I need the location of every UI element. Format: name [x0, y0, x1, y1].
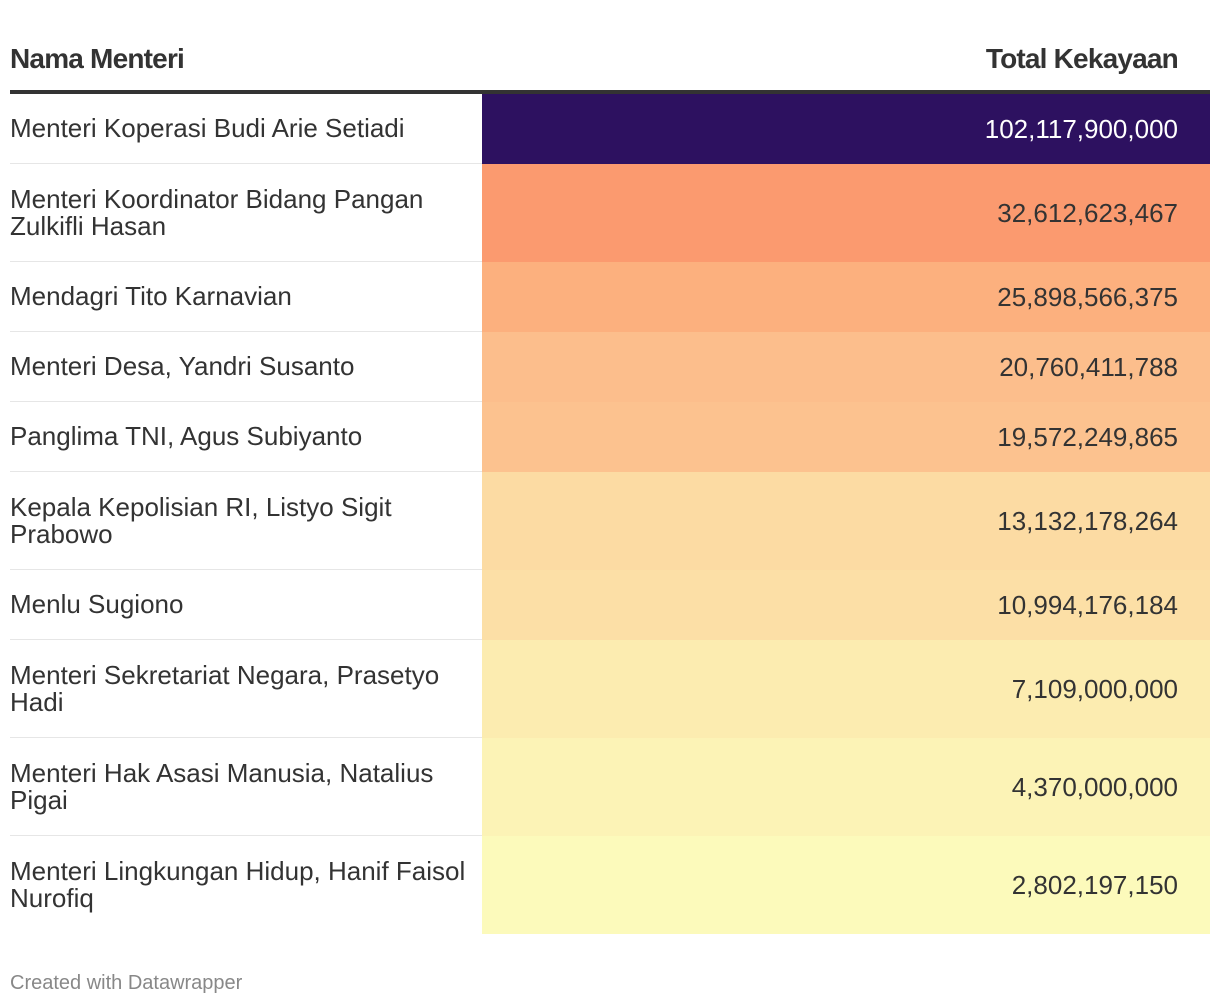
row-name-cell: Menteri Hak Asasi Manusia, Natalius Piga… — [10, 738, 482, 836]
row-name-cell: Menteri Koordinator Bidang Pangan Zulkif… — [10, 164, 482, 262]
row-name-cell: Mendagri Tito Karnavian — [10, 262, 482, 332]
row-value-cell: 10,994,176,184 — [482, 570, 1210, 640]
table-row: Menteri Koperasi Budi Arie Setiadi 102,11… — [10, 94, 1210, 164]
table-row: Menteri Lingkungan Hidup, Hanif Faisol N… — [10, 836, 1210, 934]
row-value-cell: 13,132,178,264 — [482, 472, 1210, 570]
table-row: Menteri Hak Asasi Manusia, Natalius Piga… — [10, 738, 1210, 836]
row-value-cell: 32,612,623,467 — [482, 164, 1210, 262]
row-name-cell: Menlu Sugiono — [10, 570, 482, 640]
row-name-cell: Menteri Koperasi Budi Arie Setiadi — [10, 94, 482, 164]
row-value-cell: 102,117,900,000 — [482, 94, 1210, 164]
datawrapper-credit: Created with Datawrapper — [10, 972, 243, 994]
table-row: Mendagri Tito Karnavian 25,898,566,375 — [10, 262, 1210, 332]
row-value-cell: 20,760,411,788 — [482, 332, 1210, 402]
column-header-name[interactable]: Nama Menteri — [10, 43, 185, 74]
row-value-cell: 7,109,000,000 — [482, 640, 1210, 738]
wealth-table: Nama Menteri Total Kekayaan Menteri Kope… — [10, 40, 1210, 934]
table-row: Kepala Kepolisian RI, Listyo Sigit Prabo… — [10, 472, 1210, 570]
row-name-cell: Kepala Kepolisian RI, Listyo Sigit Prabo… — [10, 472, 482, 570]
table-body: Menteri Koperasi Budi Arie Setiadi 102,11… — [10, 94, 1210, 934]
table-row: Menlu Sugiono 10,994,176,184 — [10, 570, 1210, 640]
table-row: Menteri Sekretariat Negara, Prasetyo Had… — [10, 640, 1210, 738]
row-name-cell: Menteri Sekretariat Negara, Prasetyo Had… — [10, 640, 482, 738]
row-value-cell: 19,572,249,865 — [482, 402, 1210, 472]
table-row: Panglima TNI, Agus Subiyanto 19,572,249,8… — [10, 402, 1210, 472]
table-header: Nama Menteri Total Kekayaan — [10, 40, 1210, 94]
row-name-cell: Menteri Desa, Yandri Susanto — [10, 332, 482, 402]
row-value-cell: 2,802,197,150 — [482, 836, 1210, 934]
column-header-value[interactable]: Total Kekayaan — [985, 43, 1179, 74]
table-row: Menteri Koordinator Bidang Pangan Zulkif… — [10, 164, 1210, 262]
row-value-cell: 25,898,566,375 — [482, 262, 1210, 332]
row-value-cell: 4,370,000,000 — [482, 738, 1210, 836]
table-row: Menteri Desa, Yandri Susanto 20,760,411,7… — [10, 332, 1210, 402]
row-name-cell: Panglima TNI, Agus Subiyanto — [10, 402, 482, 472]
row-name-cell: Menteri Lingkungan Hidup, Hanif Faisol N… — [10, 856, 466, 913]
